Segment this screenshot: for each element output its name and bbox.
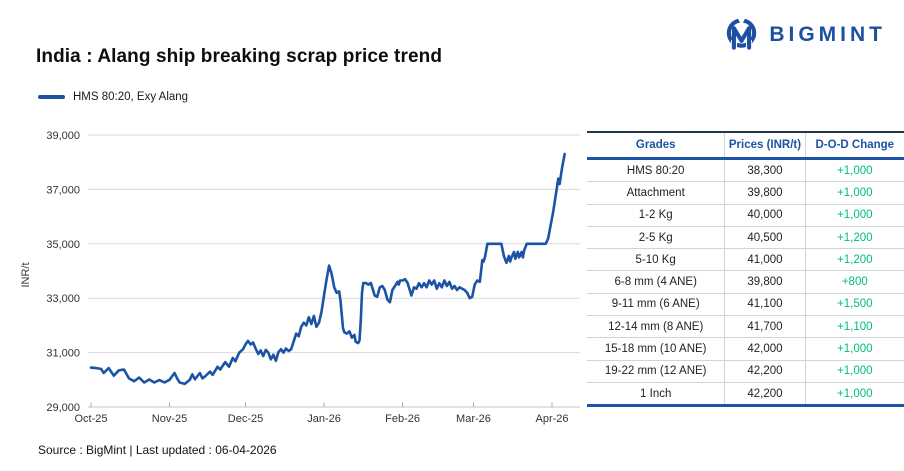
x-axis-tick-label: Mar-26 [456,413,491,425]
table-row: 5-10 Kg 41,000 +1,200 [587,248,904,272]
cell-change: +1,500 [804,293,904,317]
cell-change: +1,000 [804,382,904,408]
cell-price: 39,800 [724,181,806,205]
x-axis-tick-label: Dec-25 [228,413,263,425]
y-axis-tick-label: 39,000 [46,130,80,142]
grades-table-head-row: Grades Prices (INR/t) D-O-D Change [587,131,904,160]
table-row: 15-18 mm (10 ANE) 42,000 +1,000 [587,337,904,361]
table-header-prices: Prices (INR/t) [724,131,806,160]
x-axis-tick-label: Feb-26 [385,413,420,425]
table-row: 2-5 Kg 40,500 +1,200 [587,226,904,250]
y-axis-tick-label: 33,000 [46,293,80,305]
legend-line-swatch [38,95,65,99]
cell-change: +1,000 [804,337,904,361]
cell-change: +800 [804,270,904,294]
cell-price: 39,800 [724,270,806,294]
cell-price: 40,500 [724,226,806,250]
x-axis-tick-label: Jan-26 [307,413,341,425]
y-axis-tick-label: 37,000 [46,184,80,196]
cell-change: +1,100 [804,315,904,339]
table-row: 1 Inch 42,200 +1,000 [587,382,904,408]
cell-change: +1,000 [804,181,904,205]
table-header-change: D-O-D Change [804,131,904,160]
bigmint-owl-m-icon [723,15,760,55]
table-row: 1-2 Kg 40,000 +1,000 [587,204,904,227]
cell-price: 40,000 [724,204,806,227]
cell-grade: 6-8 mm (4 ANE) [587,270,725,294]
cell-grade: 1-2 Kg [587,204,725,227]
grades-price-table-wrap: Grades Prices (INR/t) D-O-D Change HMS 80:… [587,131,904,408]
cell-price: 38,300 [724,158,806,183]
y-axis-tick-label: 31,000 [46,348,80,360]
cell-grade: 15-18 mm (10 ANE) [587,337,725,361]
cell-price: 41,700 [724,315,806,339]
logo-wordmark: BIGMINT [769,23,886,46]
table-row: 19-22 mm (12 ANE) 42,200 +1,000 [587,360,904,383]
cell-price: 42,200 [724,382,806,408]
table-row: Attachment 39,800 +1,000 [587,181,904,205]
cell-change: +1,000 [804,204,904,227]
grades-table-body: HMS 80:20 38,300 +1,000 Attachment 39,800 +1,… [587,158,904,408]
table-header-grades: Grades [587,131,725,160]
price-trend-chart-area: 39,000 37,000 35,000 33,000 31,000 29,000 Oct-… [20,125,600,440]
cell-grade: HMS 80:20 [587,158,725,183]
source-note: Source : BigMint | Last updated : 06-04-… [38,443,277,457]
cell-grade: 5-10 Kg [587,248,725,272]
cell-grade: Attachment [587,181,725,205]
table-row: 12-14 mm (8 ANE) 41,700 +1,100 [587,315,904,339]
cell-grade: 12-14 mm (8 ANE) [587,315,725,339]
page-title: India : Alang ship breaking scrap price … [36,46,443,67]
grades-price-table: Grades Prices (INR/t) D-O-D Change HMS 80:… [587,131,904,408]
table-row: 9-11 mm (6 ANE) 41,100 +1,500 [587,293,904,317]
cell-price: 41,100 [724,293,806,317]
cell-change: +1,200 [804,248,904,272]
x-axis-tick-label: Nov-25 [152,413,187,425]
y-axis-tick-label: 29,000 [46,402,80,414]
y-axis-title: INR/t [20,262,32,287]
y-axis-tick-label: 35,000 [46,239,80,251]
cell-price: 42,200 [724,360,806,383]
cell-change: +1,000 [804,360,904,383]
cell-change: +1,000 [804,158,904,183]
cell-change: +1,200 [804,226,904,250]
cell-grade: 19-22 mm (12 ANE) [587,360,725,383]
legend-series-label: HMS 80:20, Exy Alang [73,91,189,103]
cell-grade: 9-11 mm (6 ANE) [587,293,725,317]
cell-grade: 1 Inch [587,382,725,408]
x-axis-tick-label: Oct-25 [74,413,107,425]
table-row: 6-8 mm (4 ANE) 39,800 +800 [587,270,904,294]
bigmint-logo: BIGMINT [723,15,886,55]
x-axis-tick-label: Apr-26 [535,413,568,425]
price-line-series [89,152,567,386]
table-row: HMS 80:20 38,300 +1,000 [587,158,904,183]
chart-legend: HMS 80:20, Exy Alang [38,91,188,103]
cell-grade: 2-5 Kg [587,226,725,250]
cell-price: 42,000 [724,337,806,361]
cell-price: 41,000 [724,248,806,272]
price-trend-chart: 39,000 37,000 35,000 33,000 31,000 29,000Oct-… [20,130,580,425]
